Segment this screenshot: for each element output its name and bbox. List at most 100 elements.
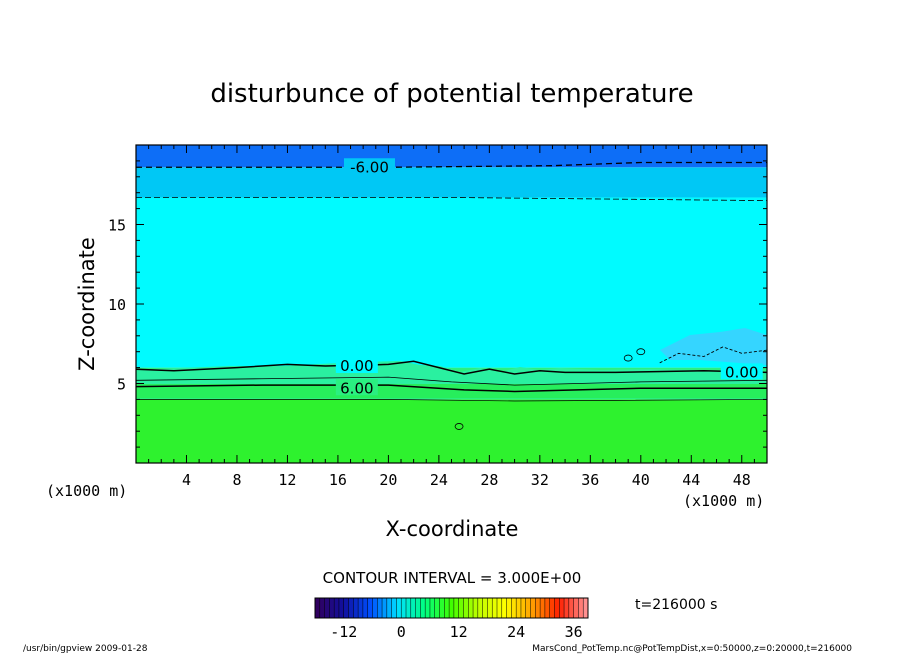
y-axis: 5 10 15 bbox=[108, 160, 767, 448]
colorbar bbox=[314, 598, 589, 618]
colorbar-cell bbox=[511, 598, 517, 618]
colorbar-cell bbox=[458, 598, 464, 618]
y-tick-label: 15 bbox=[108, 217, 126, 235]
colorbar-cell bbox=[372, 598, 378, 618]
x-units-right: (x1000 m) bbox=[683, 492, 764, 510]
colorbar-cell bbox=[544, 598, 550, 618]
colorbar-cell bbox=[343, 598, 349, 618]
contour-loop bbox=[454, 423, 464, 430]
band-3 bbox=[136, 167, 767, 198]
colorbar-cell bbox=[535, 598, 541, 618]
x-tick-label: 32 bbox=[531, 471, 549, 489]
contour-loop bbox=[623, 354, 633, 362]
colorbar-cell bbox=[549, 598, 555, 618]
contour-interval: CONTOUR INTERVAL = 3.000E+00 bbox=[323, 569, 582, 587]
colorbar-cell bbox=[583, 598, 589, 618]
colorbar-cell bbox=[420, 598, 426, 618]
colorbar-cell bbox=[410, 598, 416, 618]
contour-lines bbox=[136, 161, 767, 430]
colorbar-frame bbox=[314, 597, 589, 619]
colorbar-cell bbox=[497, 598, 503, 618]
colorbar-cell bbox=[406, 598, 412, 618]
contour-line-0 bbox=[136, 360, 767, 375]
x-tick-label: 8 bbox=[232, 471, 241, 489]
colorbar-cell bbox=[338, 598, 345, 618]
x-tick-label: 40 bbox=[632, 471, 650, 489]
y-axis-label: Z-coordinate bbox=[75, 237, 99, 371]
contour-label-bg bbox=[720, 363, 763, 380]
colorbar-cell bbox=[453, 598, 459, 618]
colorbar-cell bbox=[501, 598, 507, 618]
contour-label: 0.00 bbox=[725, 363, 758, 381]
contour-line-6 bbox=[136, 384, 767, 393]
colorbar-cell bbox=[386, 598, 392, 618]
contour-label-bg bbox=[335, 379, 378, 396]
colorbar-cell bbox=[516, 598, 522, 618]
colorbar-cell bbox=[573, 598, 579, 618]
contour-fill-bands bbox=[136, 145, 767, 463]
x-tick-label: 4 bbox=[182, 471, 191, 489]
colorbar-cell bbox=[444, 598, 450, 618]
x-tick-label: 20 bbox=[379, 471, 397, 489]
band-0 bbox=[136, 399, 767, 463]
contour-label: -6.00 bbox=[350, 158, 389, 176]
contour-loop bbox=[636, 348, 646, 356]
colorbar-cell bbox=[367, 598, 373, 618]
contour-label: 0.00 bbox=[340, 357, 373, 375]
contour-label-bg bbox=[335, 357, 378, 374]
colorbar-cell bbox=[429, 598, 436, 618]
contour-line-3 bbox=[136, 376, 767, 386]
colorbar-cell bbox=[525, 598, 531, 618]
colorbar-cell bbox=[568, 598, 574, 618]
colorbar-cell bbox=[358, 598, 364, 618]
colorbar-cell bbox=[315, 598, 321, 618]
colorbar-cell bbox=[434, 598, 440, 618]
colorbar-cell bbox=[530, 598, 536, 618]
colorbar-tick-label: 36 bbox=[565, 623, 583, 641]
time-label: t=216000 s bbox=[635, 597, 717, 613]
colorbar-cell bbox=[468, 598, 474, 618]
band-2 bbox=[136, 197, 767, 368]
colorbar-cell bbox=[578, 598, 584, 618]
x-units-left: (x1000 m) bbox=[46, 482, 127, 500]
contour-line-9 bbox=[136, 399, 767, 402]
x-tick-label: 44 bbox=[682, 471, 700, 489]
colorbar-cell bbox=[564, 598, 570, 618]
colorbar-cell bbox=[473, 598, 479, 618]
lower-band-fill bbox=[136, 384, 767, 398]
colorbar-tick-label: -12 bbox=[330, 623, 357, 641]
x-tick-label: 16 bbox=[329, 471, 347, 489]
colorbar-cell bbox=[506, 598, 512, 618]
colorbar-cell bbox=[477, 598, 483, 618]
colorbar-cell bbox=[391, 598, 397, 618]
x-axis: 4 8 12 16 20 24 28 32 36 40 44 48 bbox=[148, 145, 755, 489]
colorbar-tick-label: 0 bbox=[397, 623, 406, 641]
colorbar-cell bbox=[482, 598, 488, 618]
colorbar-cell bbox=[559, 598, 565, 618]
colorbar-cell bbox=[324, 598, 330, 618]
colorbar-cell bbox=[540, 598, 546, 618]
colorbar-cell bbox=[492, 598, 498, 618]
colorbar-cell bbox=[348, 598, 354, 618]
colorbar-cell bbox=[425, 598, 431, 618]
colorbar-ticks: -12 0 12 24 36 bbox=[330, 623, 582, 641]
colorbar-cell bbox=[554, 598, 560, 618]
contour-label: 6.00 bbox=[340, 379, 373, 397]
colorbar-cell bbox=[449, 598, 455, 618]
right-patch-fill bbox=[660, 328, 767, 365]
contour-labels: -6.00 0.00 6.00 0.00 bbox=[335, 158, 763, 397]
colorbar-cell bbox=[439, 598, 445, 618]
x-tick-label: 48 bbox=[733, 471, 751, 489]
colorbar-cell bbox=[334, 598, 340, 618]
x-tick-label: 28 bbox=[480, 471, 498, 489]
contour-line-neg-right bbox=[659, 346, 767, 364]
colorbar-cell bbox=[487, 598, 493, 618]
y-tick-label: 10 bbox=[108, 296, 126, 314]
x-tick-label: 36 bbox=[581, 471, 599, 489]
colorbar-cell bbox=[362, 598, 368, 618]
band-4 bbox=[136, 145, 767, 168]
colorbar-cell bbox=[463, 598, 469, 618]
colorbar-cell bbox=[396, 598, 402, 618]
colorbar-cell bbox=[415, 598, 421, 618]
